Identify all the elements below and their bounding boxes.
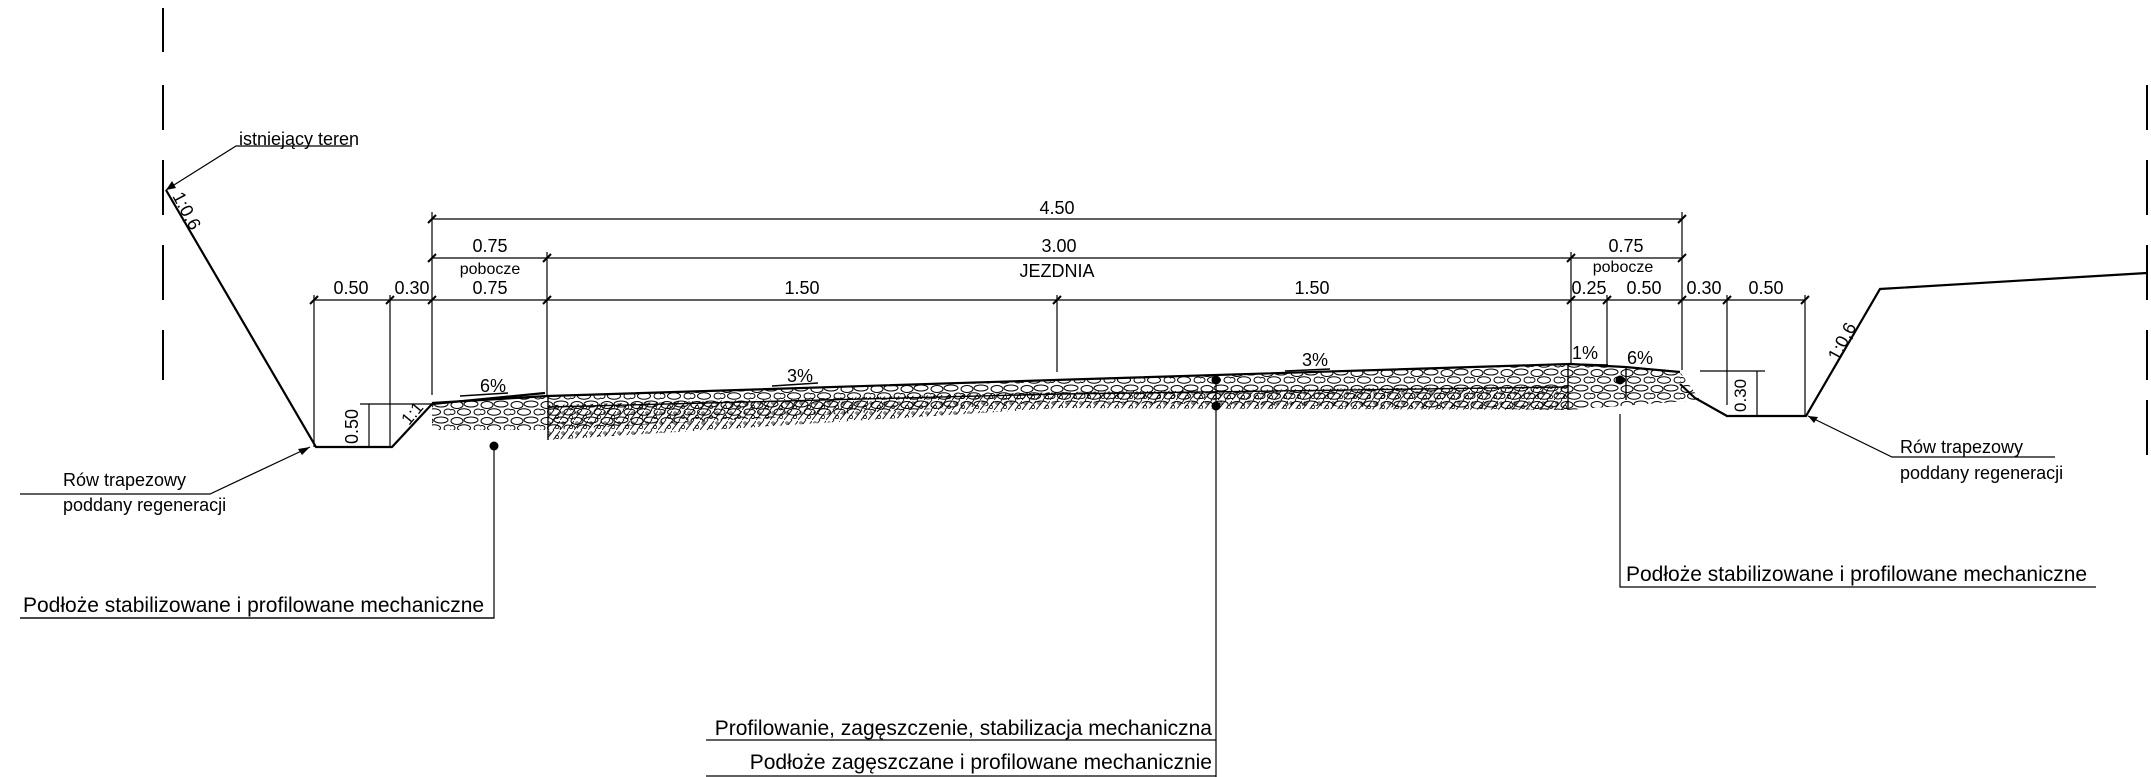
ditch-right-label-line1: Rów trapezowy	[1900, 437, 2023, 457]
dim-shoulder-left-top: 0.75	[472, 236, 507, 256]
center-note-line2: Podłoże zagęszczane i profilowane mechan…	[750, 751, 1212, 774]
right-slope-ratio-label: 1:0,6	[1824, 319, 1860, 364]
subgrade-right-label: Podłoże stabilizowane i profilowane mech…	[1626, 563, 2087, 586]
dim-ditch-right-slope: 0.30	[1686, 278, 1721, 298]
dimension-ticks	[309, 214, 1810, 305]
slope-lane-right: 3%	[1302, 350, 1328, 370]
leader-lines	[20, 145, 2096, 777]
slope-lane-left: 3%	[787, 366, 813, 386]
dim-shoulder-right-top: 0.75	[1608, 236, 1643, 256]
dim-shoulder-left-name: pobocze	[460, 261, 521, 278]
dim-ditch-left-slope: 0.30	[394, 278, 429, 298]
dim-roadway-name: JEZDNIA	[1019, 261, 1094, 281]
dim-roadway-width: 3.00	[1041, 236, 1076, 256]
leader-dots	[166, 181, 1818, 455]
dim-shoulder-right-bottom: 0.50	[1626, 278, 1661, 298]
pavement-body	[431, 362, 1700, 440]
existing-terrain-label: istniejący teren	[239, 129, 359, 149]
dim-total-width: 4.50	[1039, 198, 1074, 218]
dimension-lines	[313, 212, 1806, 447]
dim-lane-right: 1.50	[1294, 278, 1329, 298]
ditch-left-label-line2: poddany regeneracji	[63, 495, 226, 515]
ditch-right-label-line2: poddany regeneracji	[1900, 463, 2063, 483]
subgrade-layer	[548, 386, 1568, 440]
dim-ditch-right-depth: 0.30	[1731, 379, 1750, 412]
slope-shoulder-left: 6%	[480, 376, 506, 396]
dim-ditch-left-bottom: 0.50	[333, 278, 368, 298]
dim-shoulder-right-name: pobocze	[1593, 259, 1654, 276]
slope-arrows	[459, 363, 1669, 397]
slope-shoulder-right: 6%	[1627, 348, 1653, 368]
dim-lane-left: 1.50	[784, 278, 819, 298]
left-slope-ratio-label: 1:0,6	[168, 188, 204, 233]
dim-ditch-left-depth: 0.50	[342, 409, 362, 444]
slope-strip-right: 1%	[1572, 343, 1598, 363]
dim-shoulder-left-bottom: 0.75	[472, 278, 507, 298]
ditch-left-label-line1: Rów trapezowy	[63, 470, 186, 490]
center-note-line1: Profilowanie, zagęszczenie, stabilizacja…	[715, 717, 1213, 740]
subgrade-left-label: Podłoże stabilizowane i profilowane mech…	[23, 594, 484, 617]
inner-slope-label: 1:1	[398, 398, 428, 428]
dim-ditch-right-bottom: 0.50	[1748, 278, 1783, 298]
dim-right-strip: 0.25	[1571, 278, 1606, 298]
